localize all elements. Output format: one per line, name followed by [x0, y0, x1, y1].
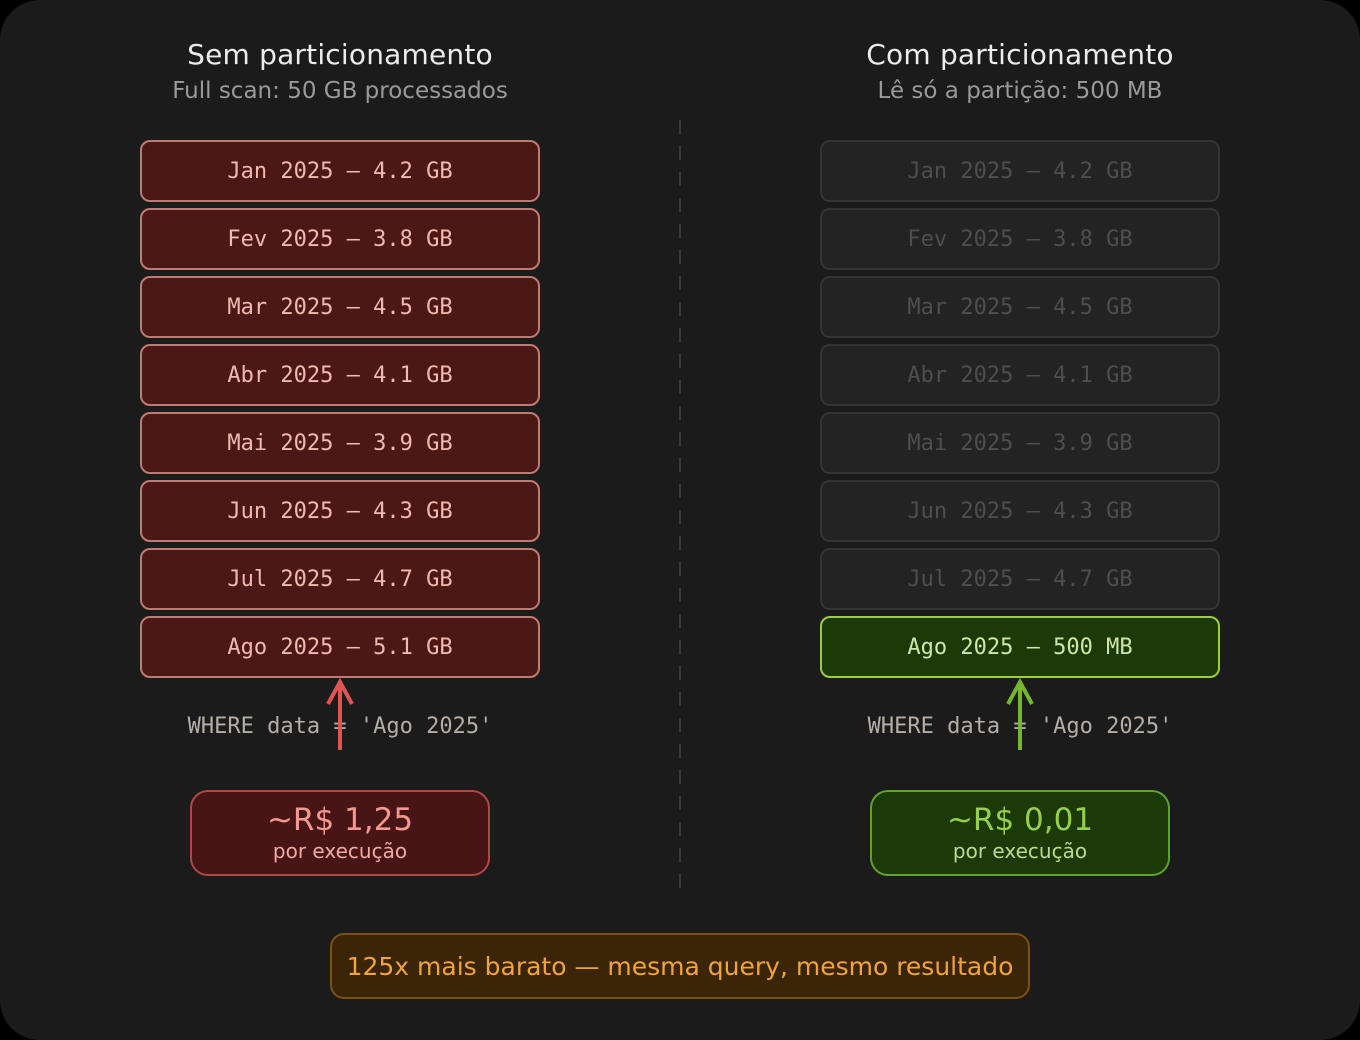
partition-row: Mai 2025 — 3.9 GB: [140, 412, 540, 474]
partition-row: Ago 2025 — 5.1 GB: [140, 616, 540, 678]
left-panel-title: Sem particionamento: [187, 38, 493, 71]
right-cost-price: ~R$ 0,01: [946, 802, 1094, 838]
partition-row: Abr 2025 — 4.1 GB: [820, 344, 1220, 406]
partition-label: Fev 2025 — 3.8 GB: [907, 226, 1133, 252]
partition-row: Jan 2025 — 4.2 GB: [140, 140, 540, 202]
partition-row: Jul 2025 — 4.7 GB: [820, 548, 1220, 610]
full-scan-up-arrow-icon: [326, 678, 354, 750]
vertical-dashed-divider: [679, 120, 681, 898]
right-cost-badge: ~R$ 0,01 por execução: [870, 790, 1170, 876]
partition-label: Jan 2025 — 4.2 GB: [227, 158, 453, 184]
partition-label: Jul 2025 — 4.7 GB: [907, 566, 1133, 592]
partition-row: Jun 2025 — 4.3 GB: [820, 480, 1220, 542]
partition-row: Mar 2025 — 4.5 GB: [820, 276, 1220, 338]
right-panel-subtitle: Lê só a partição: 500 MB: [877, 78, 1163, 104]
right-cost-caption: por execução: [952, 839, 1088, 863]
partition-row: Abr 2025 — 4.1 GB: [140, 344, 540, 406]
partition-label: Mai 2025 — 3.9 GB: [907, 430, 1133, 456]
partition-label: Jul 2025 — 4.7 GB: [227, 566, 453, 592]
partition-row: Jan 2025 — 4.2 GB: [820, 140, 1220, 202]
partition-label: Ago 2025 — 5.1 GB: [227, 634, 453, 660]
left-cost-price: ~R$ 1,25: [266, 802, 414, 838]
partition-label: Jan 2025 — 4.2 GB: [907, 158, 1133, 184]
partition-row: Fev 2025 — 3.8 GB: [140, 208, 540, 270]
partition-row: Jul 2025 — 4.7 GB: [140, 548, 540, 610]
partition-label: Jun 2025 — 4.3 GB: [227, 498, 453, 524]
savings-banner: 125x mais barato — mesma query, mesmo re…: [330, 933, 1030, 999]
partition-label: Mar 2025 — 4.5 GB: [227, 294, 453, 320]
partition-row: Ago 2025 — 500 MB: [820, 616, 1220, 678]
right-partition-list: Jan 2025 — 4.2 GB Fev 2025 — 3.8 GB Mar …: [820, 140, 1220, 684]
partition-label: Ago 2025 — 500 MB: [907, 634, 1133, 660]
partition-row: Mar 2025 — 4.5 GB: [140, 276, 540, 338]
partition-label: Abr 2025 — 4.1 GB: [907, 362, 1133, 388]
partition-label: Jun 2025 — 4.3 GB: [907, 498, 1133, 524]
left-cost-badge: ~R$ 1,25 por execução: [190, 790, 490, 876]
partition-label: Mai 2025 — 3.9 GB: [227, 430, 453, 456]
left-partition-list: Jan 2025 — 4.2 GB Fev 2025 — 3.8 GB Mar …: [140, 140, 540, 684]
left-panel-subtitle: Full scan: 50 GB processados: [172, 78, 508, 104]
left-cost-caption: por execução: [272, 839, 408, 863]
partition-row: Fev 2025 — 3.8 GB: [820, 208, 1220, 270]
partition-row: Jun 2025 — 4.3 GB: [140, 480, 540, 542]
partition-scan-up-arrow-icon: [1006, 678, 1034, 750]
partition-label: Abr 2025 — 4.1 GB: [227, 362, 453, 388]
right-panel-title: Com particionamento: [866, 38, 1174, 71]
partition-row: Mai 2025 — 3.9 GB: [820, 412, 1220, 474]
partition-label: Fev 2025 — 3.8 GB: [227, 226, 453, 252]
partition-label: Mar 2025 — 4.5 GB: [907, 294, 1133, 320]
